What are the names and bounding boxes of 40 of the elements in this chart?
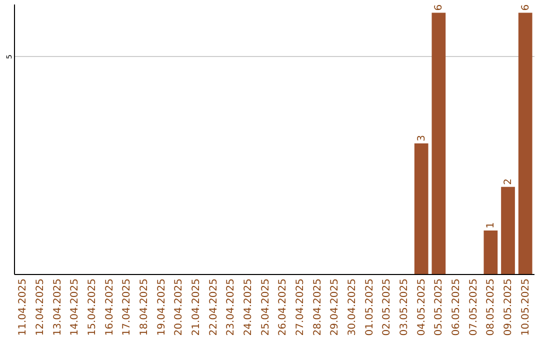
x-tick-label: 27.04.2025: [295, 278, 306, 336]
x-tick-label: 10.05.2025: [520, 278, 532, 336]
bar: [414, 143, 428, 274]
x-tick-label: 04.05.2025: [416, 278, 428, 336]
x-tick-label: 05.05.2025: [434, 278, 445, 336]
bar: [484, 230, 498, 274]
bar: [501, 186, 515, 274]
x-tick-label: 30.04.2025: [347, 278, 358, 336]
x-tick-label: 28.04.2025: [312, 278, 324, 336]
x-tick-label: 09.05.2025: [503, 278, 514, 336]
x-tick-label: 23.04.2025: [226, 278, 237, 336]
x-tick-label: 02.05.2025: [382, 278, 393, 336]
x-tick-label: 15.04.2025: [87, 278, 98, 336]
x-tick-label: 18.04.2025: [139, 278, 150, 336]
data-label: 3: [416, 134, 428, 142]
x-tick-label: 11.04.2025: [18, 278, 29, 336]
x-tick-label: 06.05.2025: [451, 278, 462, 336]
data-label: 2: [503, 178, 514, 185]
x-tick-label: 22.04.2025: [208, 278, 220, 336]
x-tick-label: 17.04.2025: [122, 278, 133, 336]
x-tick-label: 13.04.2025: [52, 278, 64, 336]
x-tick-label: 19.04.2025: [156, 278, 168, 336]
x-tick-label: 01.05.2025: [364, 278, 376, 336]
x-tick-label: 25.04.2025: [260, 278, 272, 336]
x-tick-label: 29.04.2025: [330, 278, 341, 336]
x-tick-label: 08.05.2025: [486, 278, 497, 336]
data-label: 6: [434, 4, 445, 11]
x-tick-label: 07.05.2025: [468, 278, 480, 336]
x-tick-label: 21.04.2025: [191, 278, 202, 336]
bar: [432, 12, 446, 274]
x-tick-label: 26.04.2025: [278, 278, 289, 336]
x-tick-label: 24.04.2025: [243, 278, 254, 336]
data-label: 6: [520, 4, 532, 11]
x-tick-label: 03.05.2025: [399, 278, 410, 336]
bar: [518, 12, 532, 274]
x-tick-label: 20.04.2025: [174, 278, 185, 336]
x-tick-label: 12.04.2025: [35, 278, 46, 336]
data-label: 1: [486, 222, 497, 228]
x-tick-label: 14.04.2025: [70, 278, 81, 336]
x-tick-label: 16.04.2025: [104, 278, 116, 336]
